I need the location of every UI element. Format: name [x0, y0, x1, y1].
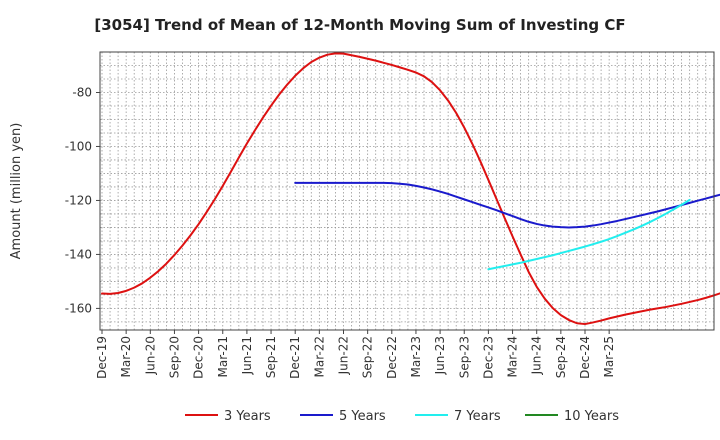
x-tick-label: Mar-22: [312, 336, 326, 377]
x-tick-label: Mar-25: [602, 336, 616, 377]
y-tick-label: -120: [65, 193, 92, 207]
x-tick-label: Dec-20: [192, 336, 206, 379]
legend-label: 3 Years: [224, 409, 271, 424]
x-tick-label: Sep-22: [361, 336, 375, 378]
series-line-5-years: [294, 181, 720, 229]
x-tick-label: Jun-23: [433, 336, 447, 375]
x-tick-label: Sep-21: [264, 336, 278, 378]
y-tick-label: -140: [65, 247, 92, 261]
x-tick-label: Dec-24: [578, 336, 592, 379]
legend: 3 Years 5 Years 7 Years 10 Years: [185, 409, 619, 424]
chart-title: [3054] Trend of Mean of 12-Month Moving …: [94, 16, 625, 34]
x-tick-label: Dec-22: [385, 336, 399, 379]
x-tick-label: Dec-19: [95, 336, 109, 379]
series-line-3-years: [101, 52, 720, 326]
legend-label: 5 Years: [339, 409, 386, 424]
y-axis: -160 -140 -120 -100 -80: [65, 85, 100, 315]
x-tick-label: Jun-21: [240, 336, 254, 375]
x-tick-label: Mar-24: [506, 336, 520, 377]
y-axis-label: Amount (million yen): [9, 123, 24, 260]
x-tick-label: Dec-21: [288, 336, 302, 379]
y-tick-label: -80: [72, 85, 92, 99]
x-axis: Dec-19 Mar-20 Jun-20 Sep-20 Dec-20 Mar-21 Jun-…: [95, 330, 616, 379]
plot-frame: [99, 51, 715, 331]
series-line-7-years: [487, 198, 691, 271]
x-tick-label: Jun-24: [530, 336, 544, 375]
series-layer: [101, 52, 720, 326]
grid-layer: [100, 51, 715, 330]
y-tick-label: -160: [65, 301, 92, 315]
x-tick-label: Sep-20: [167, 336, 181, 378]
x-tick-label: Mar-21: [216, 336, 230, 377]
y-tick-label: -100: [65, 139, 92, 153]
plot-area: [100, 52, 714, 330]
x-tick-label: Jun-22: [337, 336, 351, 375]
x-tick-label: Dec-23: [481, 336, 495, 379]
x-tick-label: Sep-24: [554, 336, 568, 378]
x-tick-label: Jun-20: [143, 336, 157, 375]
x-tick-label: Sep-23: [457, 336, 471, 378]
x-tick-label: Mar-20: [119, 336, 133, 377]
x-tick-label: Mar-23: [409, 336, 423, 377]
legend-label: 7 Years: [454, 409, 501, 424]
legend-label: 10 Years: [564, 409, 619, 424]
